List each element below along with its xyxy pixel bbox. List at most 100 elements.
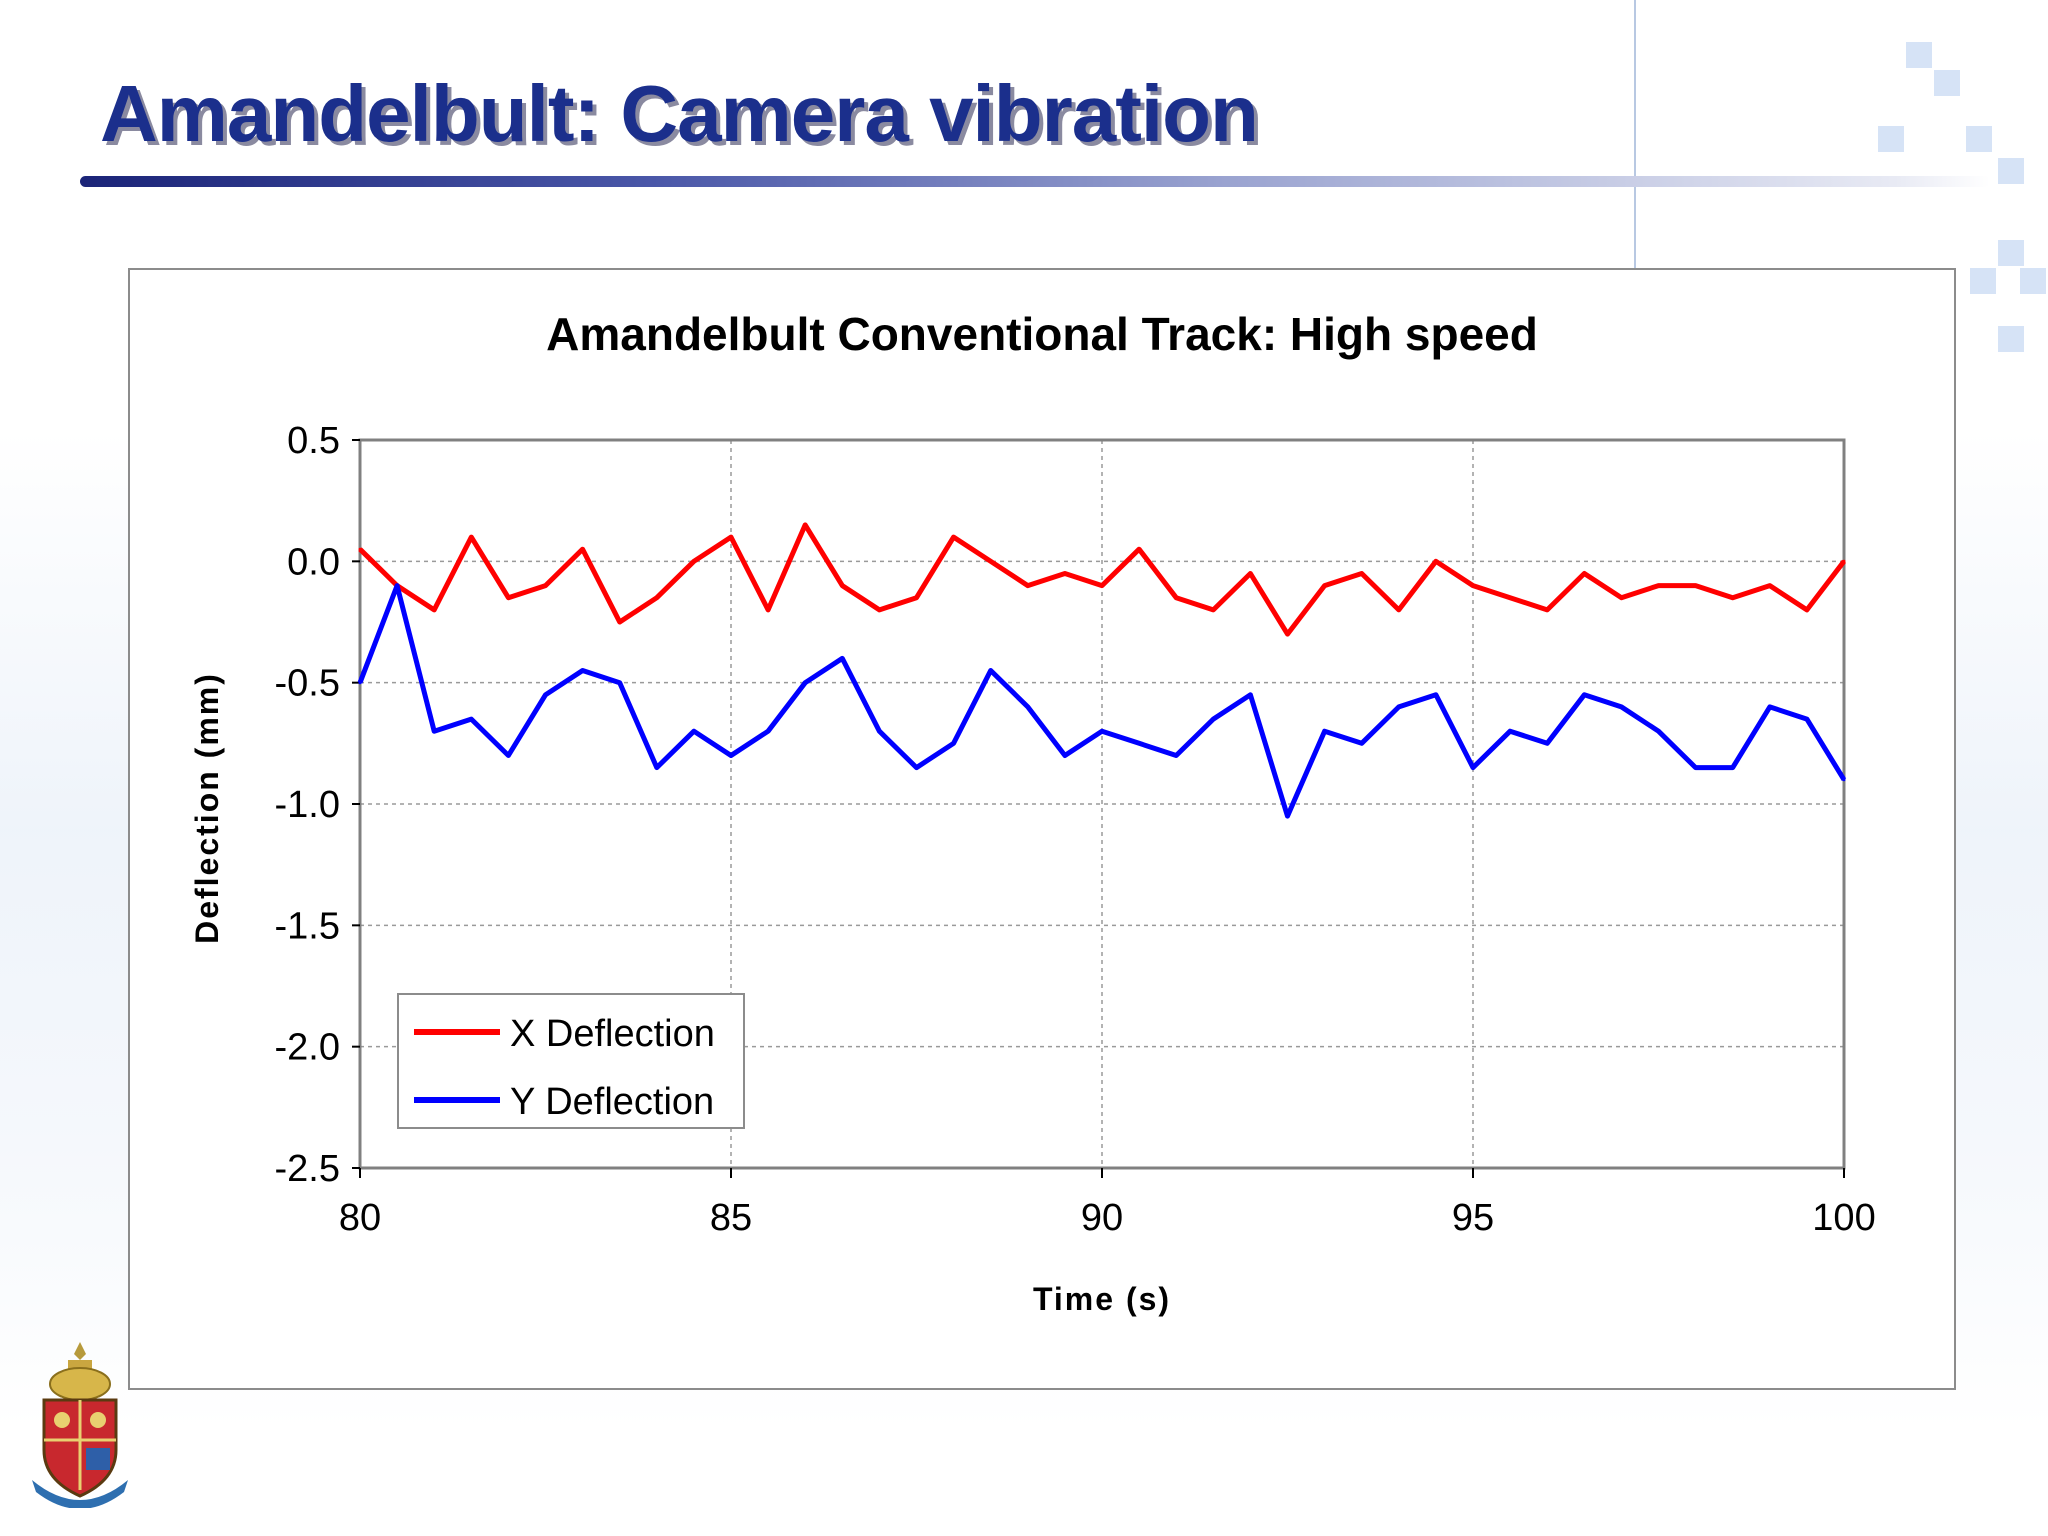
data-point — [1582, 693, 1586, 697]
x-tick-label: 80 — [339, 1197, 381, 1239]
data-point — [1360, 572, 1364, 575]
chart-gridlines — [360, 440, 1844, 1168]
data-point — [729, 754, 733, 757]
data-point — [544, 584, 547, 588]
data-point — [692, 559, 696, 563]
data-point — [1211, 608, 1215, 612]
data-point — [1768, 584, 1772, 588]
axis-tick-labels: 0.5 0.0 -0.5 -1.0 -1.5 -2.0 -2.5 80 85 90 95 100 — [275, 420, 1876, 1239]
decorative-squares — [1870, 30, 2048, 370]
data-point — [1619, 596, 1623, 600]
data-point — [1026, 584, 1030, 588]
data-point — [1026, 705, 1030, 709]
data-point — [544, 693, 547, 697]
data-point — [803, 681, 807, 685]
data-point — [1248, 693, 1252, 697]
data-point — [432, 608, 436, 612]
y-tick-label: -1.5 — [275, 905, 340, 947]
data-point — [1842, 778, 1846, 782]
data-point — [1582, 572, 1586, 575]
x-tick-label: 90 — [1081, 1197, 1123, 1239]
data-point — [729, 535, 733, 539]
data-point — [692, 729, 696, 733]
data-point — [1397, 705, 1401, 709]
data-point — [840, 656, 844, 660]
data-point — [1619, 705, 1623, 709]
data-point — [1694, 584, 1698, 588]
data-point — [1137, 741, 1141, 745]
data-point — [1508, 596, 1512, 600]
data-point — [1360, 741, 1364, 745]
chart-legend: X Deflection Y Deflection — [397, 993, 745, 1129]
data-point — [1174, 596, 1178, 600]
x-axis-label: Time (s) — [1033, 1281, 1171, 1317]
chart-series — [357, 522, 1847, 819]
data-point — [432, 729, 436, 733]
y-tick-label: -2.5 — [275, 1148, 340, 1190]
data-point — [395, 584, 399, 588]
data-point — [1694, 766, 1698, 770]
data-point — [766, 608, 770, 612]
page-title: Amandelbult: Camera vibration — [100, 69, 1259, 158]
data-point — [1397, 608, 1401, 612]
data-point — [877, 608, 881, 612]
university-crest-logo — [32, 1342, 128, 1508]
data-point — [1063, 572, 1067, 575]
data-point — [1248, 572, 1252, 575]
data-point — [915, 596, 918, 600]
data-point — [989, 559, 993, 563]
data-point — [1508, 729, 1512, 733]
title-underline — [80, 176, 1990, 187]
data-point — [1731, 766, 1735, 770]
data-point — [655, 766, 659, 770]
data-point — [1286, 814, 1289, 818]
data-point — [469, 717, 473, 721]
data-point — [1545, 741, 1549, 745]
data-point — [766, 729, 770, 733]
data-point — [1063, 754, 1067, 757]
data-point — [506, 754, 510, 757]
data-point — [1100, 729, 1104, 733]
data-point — [1805, 717, 1809, 721]
data-point — [1323, 584, 1327, 588]
x-tick-label: 85 — [710, 1197, 752, 1239]
legend-box — [397, 993, 745, 1129]
data-point — [469, 535, 473, 539]
data-point — [1731, 596, 1735, 600]
data-point — [618, 681, 622, 685]
data-point — [952, 535, 956, 539]
data-point — [1137, 547, 1141, 551]
y-tick-label: 0.5 — [287, 420, 340, 462]
data-point — [1471, 766, 1475, 770]
data-point — [840, 584, 844, 588]
data-point — [1657, 584, 1660, 588]
data-point — [655, 596, 659, 600]
data-point — [1323, 729, 1327, 733]
data-point — [915, 766, 918, 770]
data-point — [1768, 705, 1772, 709]
data-point — [358, 547, 362, 551]
data-point — [989, 669, 993, 672]
y-tick-label: 0.0 — [287, 541, 340, 583]
data-point — [1211, 717, 1215, 721]
data-point — [803, 523, 807, 527]
x-tick-label: 95 — [1452, 1197, 1494, 1239]
data-point — [1434, 693, 1438, 697]
y-tick-label: -1.0 — [275, 784, 340, 826]
deflection-chart: Amandelbult Conventional Track: High spe… — [189, 308, 1876, 1317]
data-point — [1842, 559, 1846, 563]
data-point — [1434, 559, 1438, 563]
chart-panel: Amandelbult Conventional Track: High spe… — [128, 268, 1956, 1390]
y-tick-label: -0.5 — [275, 663, 340, 705]
data-point — [358, 681, 362, 685]
data-point — [1545, 608, 1549, 612]
y-axis-label: Deflection (mm) — [189, 672, 225, 944]
data-point — [581, 547, 585, 551]
data-point — [1471, 584, 1475, 588]
data-point — [1100, 584, 1104, 588]
data-point — [1657, 729, 1660, 733]
x-tick-label: 100 — [1812, 1197, 1875, 1239]
data-point — [1174, 754, 1178, 757]
decorative-divider — [1634, 0, 1636, 268]
data-point — [1805, 608, 1809, 612]
